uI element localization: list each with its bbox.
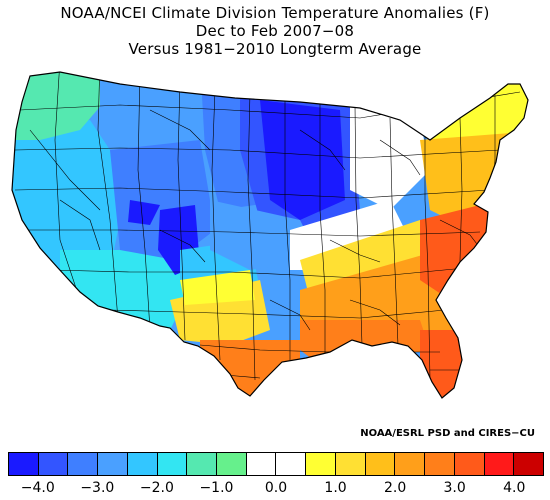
map-fill-group xyxy=(12,72,528,398)
legend-swatch xyxy=(217,453,247,475)
color-legend-ticks: −4.0 −3.0 −2.0 −1.0 0.0 1.0 2.0 3.0 4.0 xyxy=(8,480,544,498)
us-outline xyxy=(11,71,529,399)
map-subtitle: Versus 1981−2010 Longterm Average xyxy=(128,40,422,58)
division-boundaries xyxy=(14,72,521,381)
legend-tick-label: 2.0 xyxy=(383,480,407,496)
legend-swatch xyxy=(454,453,485,475)
color-legend-bar xyxy=(8,452,544,476)
legend-swatch xyxy=(335,453,366,475)
map-title: NOAA/NCEI Climate Division Temperature A… xyxy=(60,4,490,22)
region-upper-midwest-core xyxy=(260,100,345,220)
legend-tick-label: 3.0 xyxy=(443,480,466,496)
legend-swatch xyxy=(157,453,188,475)
legend-swatch xyxy=(425,453,455,475)
legend-swatch xyxy=(365,453,396,475)
map-period: Dec to Feb 2007−08 xyxy=(195,22,355,40)
legend-tick-label: −3.0 xyxy=(80,480,115,496)
legend-swatch xyxy=(276,453,307,475)
legend-swatch xyxy=(306,453,336,475)
legend-swatch xyxy=(68,453,99,475)
legend-tick-label: −2.0 xyxy=(139,480,174,496)
legend-swatch xyxy=(187,453,218,475)
region-utah-core xyxy=(128,200,160,225)
legend-tick-label: −1.0 xyxy=(199,480,234,496)
legend-swatch xyxy=(127,453,158,475)
data-credit: NOAA/ESRL PSD and CIRES−CU xyxy=(360,428,535,439)
legend-swatch xyxy=(98,453,128,475)
legend-swatch xyxy=(38,453,69,475)
legend-swatch xyxy=(514,453,543,475)
legend-swatch xyxy=(484,453,515,475)
legend-tick-label: 1.0 xyxy=(324,480,347,496)
legend-tick-label: 4.0 xyxy=(503,480,526,496)
legend-tick-label: −4.0 xyxy=(20,480,55,496)
legend-swatch xyxy=(9,453,39,475)
region-new-mexico-east xyxy=(180,270,255,305)
region-gulf-coast xyxy=(300,320,430,365)
region-great-lakes xyxy=(350,100,430,210)
us-climate-division-map xyxy=(11,71,529,399)
region-florida-peninsula xyxy=(420,330,470,398)
legend-swatch xyxy=(395,453,426,475)
legend-tick-label: 0.0 xyxy=(264,480,288,496)
legend-swatch xyxy=(246,453,277,475)
